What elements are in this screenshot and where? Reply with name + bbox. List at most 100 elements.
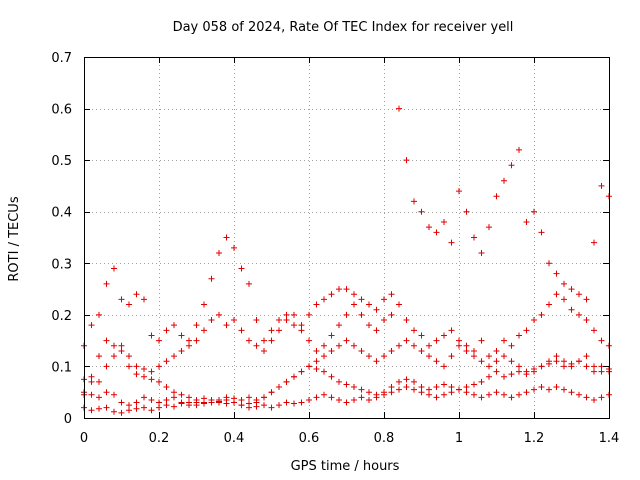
data-point bbox=[238, 402, 245, 409]
data-point bbox=[441, 363, 447, 370]
data-point bbox=[238, 327, 245, 334]
data-point bbox=[96, 405, 102, 412]
data-point bbox=[568, 389, 575, 396]
data-point bbox=[501, 391, 507, 398]
data-point bbox=[433, 394, 440, 401]
chart-title: Day 058 of 2024, Rate Of TEC Index for r… bbox=[173, 20, 514, 35]
data-point bbox=[598, 182, 605, 189]
data-point bbox=[133, 363, 140, 370]
data-point bbox=[598, 337, 605, 344]
data-point bbox=[291, 373, 297, 380]
data-point bbox=[306, 363, 312, 370]
data-point bbox=[493, 358, 500, 365]
data-point bbox=[591, 396, 597, 403]
data-point bbox=[103, 389, 110, 396]
data-point bbox=[403, 384, 410, 391]
data-point bbox=[373, 391, 380, 398]
data-point bbox=[238, 265, 245, 272]
data-point bbox=[261, 337, 267, 344]
data-point bbox=[141, 404, 147, 411]
x-tick-label: 1 bbox=[455, 431, 463, 446]
data-point bbox=[268, 404, 275, 411]
data-point bbox=[141, 296, 147, 303]
data-point bbox=[358, 347, 365, 354]
data-point bbox=[103, 337, 110, 344]
data-point bbox=[246, 280, 252, 287]
data-point bbox=[561, 363, 567, 370]
data-point bbox=[501, 177, 507, 184]
data-point bbox=[163, 384, 170, 391]
data-point bbox=[448, 327, 455, 334]
data-point bbox=[88, 391, 95, 398]
data-point bbox=[148, 407, 155, 414]
data-point bbox=[471, 347, 477, 354]
data-point bbox=[223, 396, 230, 403]
data-point bbox=[418, 332, 425, 339]
data-point bbox=[366, 322, 372, 329]
data-point bbox=[448, 384, 455, 391]
data-point bbox=[103, 363, 110, 370]
data-point bbox=[531, 317, 537, 324]
data-point bbox=[561, 386, 567, 393]
data-points bbox=[81, 105, 612, 416]
data-point bbox=[336, 342, 342, 349]
y-tick-label: 0.6 bbox=[51, 103, 72, 118]
data-point bbox=[388, 389, 395, 396]
data-point bbox=[351, 384, 357, 391]
data-point bbox=[516, 391, 522, 398]
data-point bbox=[246, 337, 252, 344]
x-tick-label: 0.6 bbox=[299, 431, 320, 446]
data-point bbox=[156, 337, 162, 344]
data-point bbox=[283, 311, 290, 318]
data-point bbox=[433, 229, 440, 236]
data-point bbox=[553, 291, 560, 298]
data-point bbox=[88, 407, 95, 414]
y-tick-labels: 0 0.1 0.2 0.3 0.4 0.5 0.6 0.7 bbox=[51, 51, 72, 427]
data-point bbox=[463, 384, 470, 391]
data-point bbox=[193, 337, 200, 344]
data-point bbox=[223, 322, 230, 329]
data-point bbox=[553, 384, 560, 391]
data-point bbox=[321, 353, 327, 360]
data-point bbox=[141, 394, 147, 401]
data-point bbox=[178, 347, 185, 354]
data-point bbox=[171, 403, 177, 410]
data-point bbox=[148, 376, 155, 383]
data-point bbox=[351, 291, 357, 298]
data-point bbox=[231, 399, 237, 406]
data-point bbox=[313, 347, 320, 354]
data-point bbox=[591, 327, 597, 334]
data-point bbox=[418, 347, 425, 354]
data-point bbox=[478, 358, 485, 365]
satellite-track-3 bbox=[81, 337, 612, 409]
data-point bbox=[141, 373, 147, 380]
data-point bbox=[351, 396, 357, 403]
data-point bbox=[486, 353, 492, 360]
data-point bbox=[493, 193, 500, 200]
data-point bbox=[156, 363, 162, 370]
data-point bbox=[133, 399, 140, 406]
data-point bbox=[366, 396, 372, 403]
data-point bbox=[156, 404, 162, 411]
data-point bbox=[553, 353, 560, 360]
data-point bbox=[456, 386, 462, 393]
data-point bbox=[553, 358, 560, 365]
data-point bbox=[343, 337, 350, 344]
data-point bbox=[531, 386, 537, 393]
data-point bbox=[148, 396, 155, 403]
data-point bbox=[283, 378, 290, 385]
data-point bbox=[478, 249, 485, 256]
data-point bbox=[516, 368, 522, 375]
data-point bbox=[516, 146, 522, 153]
data-point bbox=[373, 327, 380, 334]
data-point bbox=[328, 347, 335, 354]
data-point bbox=[186, 337, 192, 344]
data-point bbox=[193, 396, 200, 403]
data-point bbox=[231, 244, 237, 251]
data-point bbox=[441, 381, 447, 388]
data-point bbox=[298, 399, 305, 406]
data-point bbox=[133, 291, 140, 298]
data-point bbox=[328, 332, 335, 339]
data-point bbox=[561, 296, 567, 303]
